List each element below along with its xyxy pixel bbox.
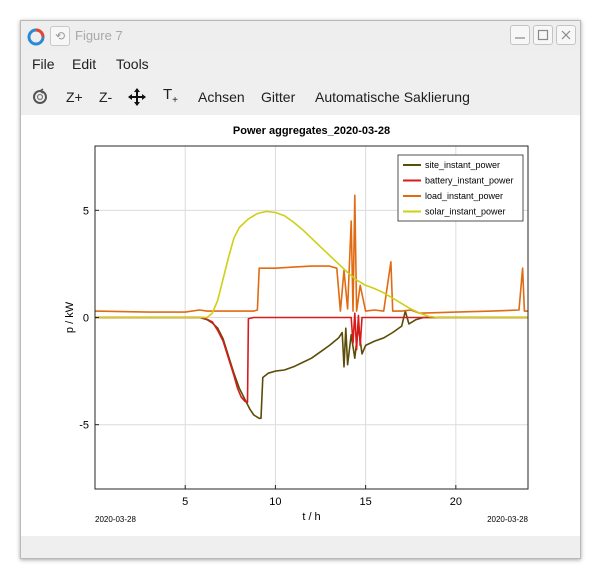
- pin-icon[interactable]: ⟲: [50, 26, 70, 46]
- menu-file[interactable]: File: [32, 56, 55, 72]
- autoscale-button[interactable]: Automatische Saklierung: [315, 89, 470, 105]
- menu-bar: File Edit Tools: [21, 51, 580, 77]
- series-line-solar_instant_power: [95, 210, 528, 319]
- close-button[interactable]: [556, 25, 576, 45]
- maximize-button[interactable]: [533, 25, 553, 45]
- menu-tools[interactable]: Tools: [116, 56, 149, 72]
- date-label-right: 2020-03-28: [487, 515, 528, 524]
- chart-title: Power aggregates_2020-03-28: [233, 125, 390, 137]
- legend-entry: load_instant_power: [425, 191, 503, 201]
- status-bar: [21, 536, 580, 558]
- window-title: Figure 7: [75, 28, 123, 43]
- x-tick-label: 10: [269, 496, 281, 508]
- menu-edit[interactable]: Edit: [72, 56, 97, 72]
- legend-entry: battery_instant_power: [425, 176, 514, 186]
- zoom-out-button[interactable]: Z-: [99, 89, 113, 105]
- chart-svg[interactable]: 5 10 15 20 -5 0 5 Power aggregates_2020-03-28t …: [21, 115, 580, 536]
- axes-button[interactable]: Achsen: [198, 89, 245, 105]
- minimize-button[interactable]: [510, 25, 530, 45]
- date-label-left: 2020-03-28: [95, 515, 136, 524]
- grid-button[interactable]: Gitter: [261, 89, 296, 105]
- x-tick-label: 15: [360, 496, 372, 508]
- maximize-icon: [537, 29, 549, 41]
- legend-entry: site_instant_power: [425, 160, 500, 170]
- y-tick-label: -5: [79, 420, 89, 432]
- y-tick-label: 5: [83, 205, 89, 217]
- series-line-battery_instant_power: [95, 312, 528, 403]
- zoom-in-button[interactable]: Z+: [66, 89, 83, 105]
- close-icon: [561, 30, 571, 40]
- figure-window: ⟲ Figure 7 File Edit Tools Z+ Z- T+ Achs…: [20, 20, 581, 559]
- minimize-icon: [515, 37, 525, 39]
- rotate-icon[interactable]: [31, 88, 49, 106]
- x-tick-label: 5: [182, 496, 188, 508]
- toolbar: Z+ Z- T+ Achsen Gitter Automatische Sakl…: [21, 79, 580, 115]
- text-tool-button[interactable]: T+: [163, 86, 178, 106]
- y-tick-label: 0: [83, 313, 89, 325]
- x-axis-label: t / h: [302, 511, 320, 523]
- pan-icon[interactable]: [127, 87, 147, 107]
- octave-logo-icon: [27, 28, 45, 46]
- series-line-load_instant_power: [94, 194, 528, 314]
- text-tool-label: T: [163, 86, 173, 103]
- legend-entry: solar_instant_power: [425, 207, 506, 217]
- title-bar[interactable]: ⟲ Figure 7: [21, 21, 580, 51]
- x-tick-label: 20: [450, 496, 462, 508]
- y-axis-label: p / kW: [64, 301, 76, 333]
- text-tool-sub: +: [172, 95, 179, 106]
